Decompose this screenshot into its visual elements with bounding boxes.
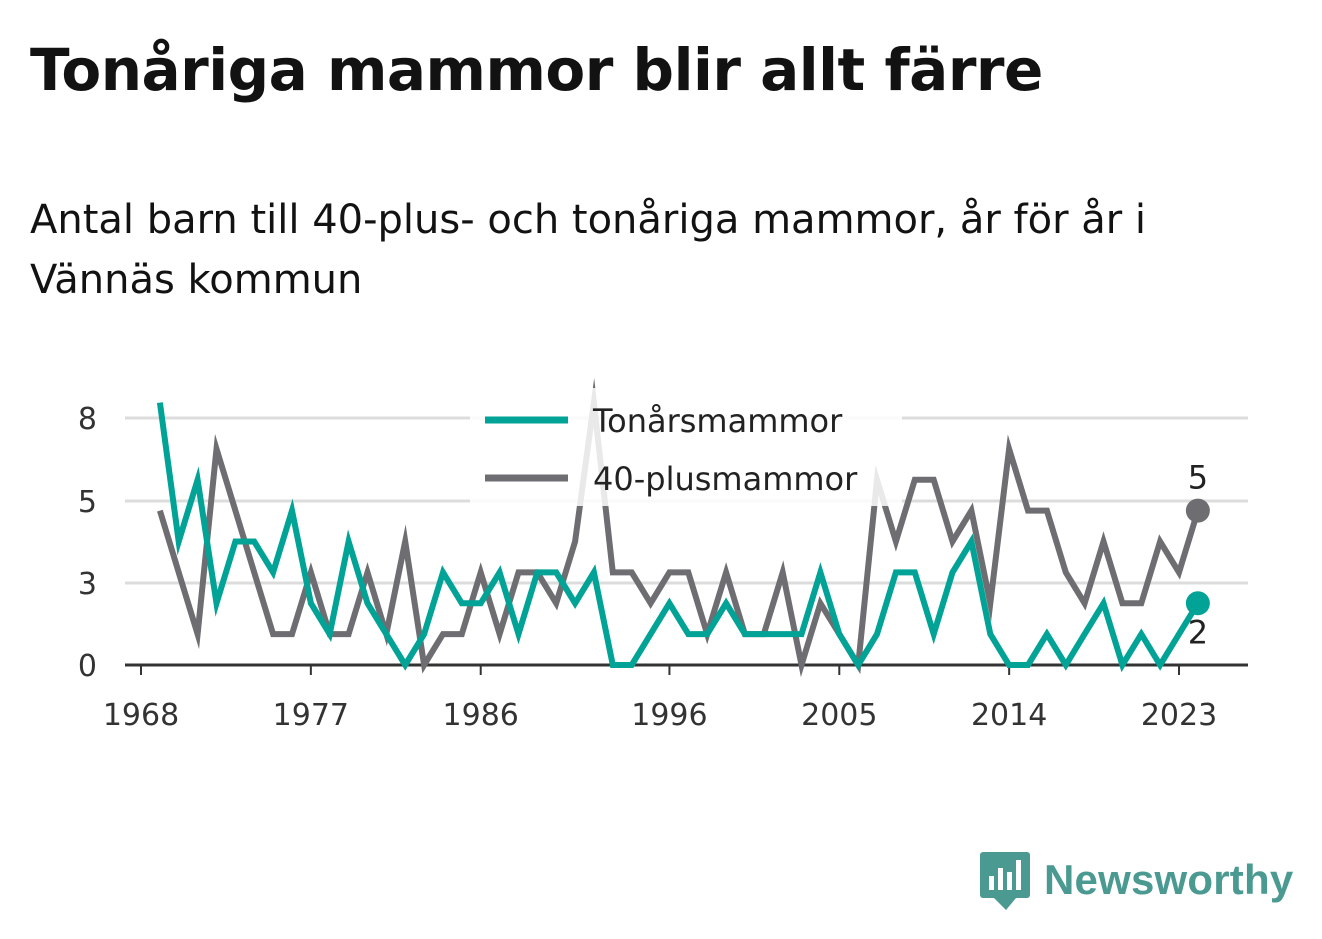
y-tick-label-8: 8 [78, 402, 97, 437]
end-label-tonarsmammor: 2 [1188, 613, 1208, 651]
legend-label-0: Tonårsmammor [592, 402, 843, 440]
newsworthy-logo: Newsworthy [980, 848, 1293, 912]
series-line-tonarsmammor [156, 402, 1201, 673]
x-axis: 1968 1977 1986 1996 2005 2014 2023 [103, 663, 1248, 733]
x-tick-label-1977: 1977 [273, 698, 349, 733]
brand-name: Newsworthy [1044, 856, 1294, 903]
y-tick-label-3: 3 [78, 567, 97, 602]
end-label-40-plusmammor: 5 [1188, 459, 1208, 497]
chart-subtitle: Antal barn till 40-plus- och tonåriga ma… [30, 197, 1147, 303]
series-lines [156, 378, 1201, 678]
x-tick-label-1996: 1996 [631, 698, 707, 733]
legend-background [470, 388, 902, 506]
chart-title: Tonåriga mammor blir allt färre [30, 36, 1043, 104]
end-marker-0 [1185, 591, 1210, 616]
x-tick-label-1986: 1986 [443, 698, 519, 733]
end-marker-1 [1185, 498, 1210, 523]
y-tick-label-0: 0 [78, 649, 97, 684]
y-axis-ticks: 0 3 5 8 [78, 402, 97, 684]
x-tick-label-2023: 2023 [1141, 698, 1217, 733]
series-line-40-plusmammor [157, 378, 1201, 678]
y-tick-label-5: 5 [78, 485, 97, 520]
x-tick-label-2005: 2005 [801, 698, 877, 733]
bar-chart-speech-bubble-icon [980, 852, 1030, 910]
legend: Tonårsmammor 40-plusmammor [470, 388, 902, 506]
legend-label-1: 40-plusmammor [593, 460, 858, 498]
x-tick-label-2014: 2014 [971, 698, 1047, 733]
end-labels: 52 [1185, 459, 1210, 651]
x-tick-label-1968: 1968 [103, 698, 179, 733]
